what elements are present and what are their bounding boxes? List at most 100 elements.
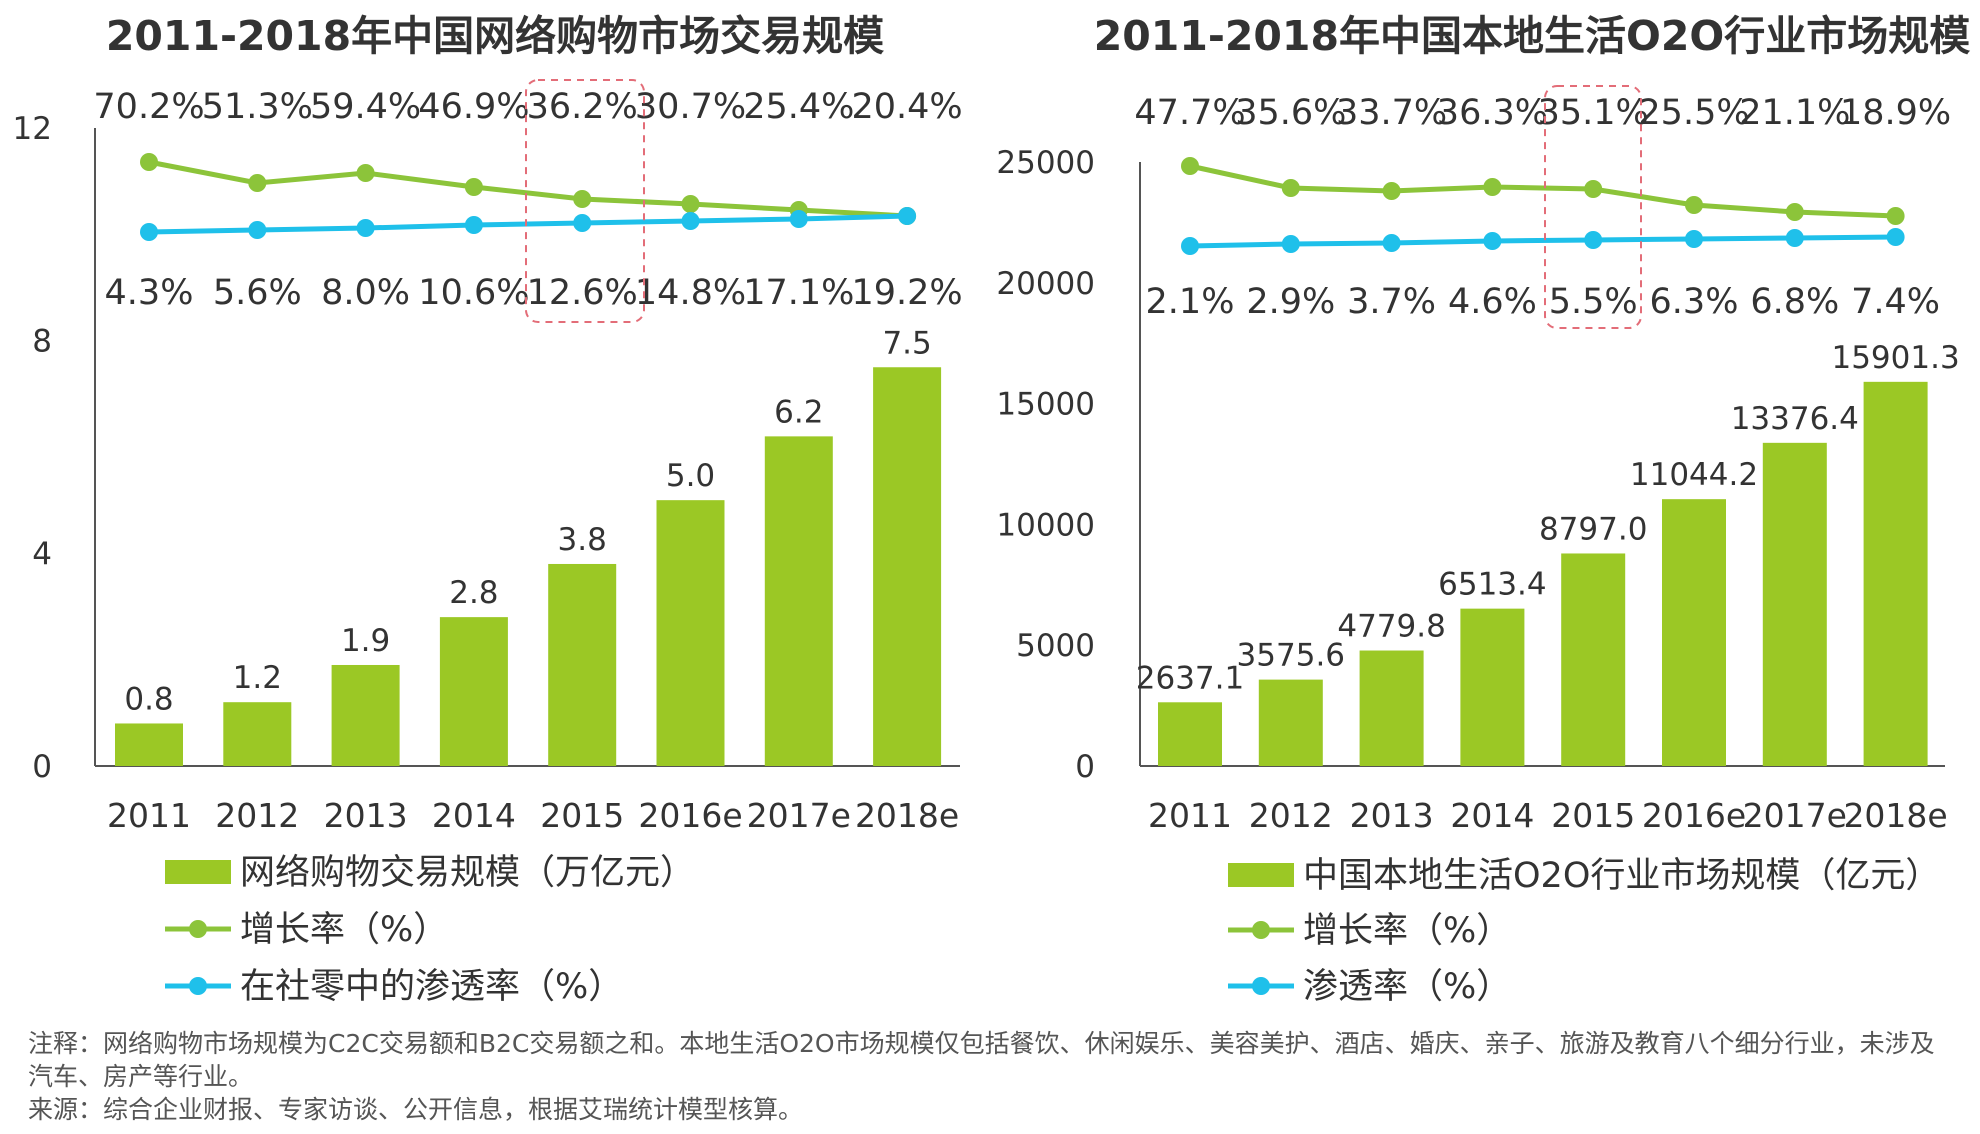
- growth-point: [464, 178, 483, 196]
- x-tick-label: 2015: [540, 796, 624, 835]
- growth-line: [148, 159, 908, 219]
- penetration-label: 17.1%: [743, 273, 854, 313]
- penetration-point: [248, 221, 267, 239]
- x-tick-label: 2018e: [1843, 796, 1947, 835]
- growth-label: 35.1%: [1538, 93, 1649, 133]
- bar-value-label: 13376.4: [1731, 401, 1859, 437]
- penetration-label: 4.3%: [105, 273, 194, 313]
- chart-title: 2011-2018年中国网络购物市场交易规模: [106, 12, 884, 60]
- penetration-label: 5.5%: [1549, 282, 1638, 322]
- growth-label: 36.2%: [527, 87, 638, 127]
- growth-point: [1281, 179, 1300, 197]
- x-tick-label: 2013: [1350, 796, 1434, 835]
- bar: [331, 664, 400, 766]
- chart-2: 2011-2018年中国本地生活O2O行业市场规模 0 5000 10000 15000…: [996, 12, 1970, 1007]
- x-tick-label: 2014: [1450, 796, 1534, 835]
- chart-1: 2011-2018年中国网络购物市场交易规模 0 4 8 12 0.8 2011 1.2 201…: [13, 12, 963, 1007]
- penetration-label: 10.6%: [418, 273, 529, 313]
- y-tick-label: 10000: [996, 507, 1095, 543]
- penetration-label: 2.9%: [1246, 282, 1335, 322]
- growth-point: [1584, 180, 1603, 198]
- growth-point: [1886, 207, 1905, 225]
- penetration-point: [1281, 235, 1300, 253]
- bar-value-label: 0.8: [124, 681, 173, 717]
- bar: [1158, 702, 1222, 766]
- growth-label: 25.4%: [743, 87, 854, 127]
- footnotes: 注释：网络购物市场规模为C2C交易额和B2C交易额之和。本地生活O2O市场规模仅…: [28, 1027, 1958, 1126]
- growth-label: 70.2%: [93, 87, 204, 127]
- x-tick-label: 2016e: [638, 796, 742, 835]
- x-tick-label: 2014: [432, 796, 516, 835]
- growth-label: 47.7%: [1134, 93, 1245, 133]
- y-tick-label: 0: [32, 749, 52, 785]
- legend-label: 在社零中的渗透率（%）: [240, 967, 623, 1007]
- growth-point: [1785, 203, 1804, 221]
- y-tick-label: 25000: [996, 145, 1095, 181]
- legend-label: 网络购物交易规模（万亿元）: [240, 853, 695, 893]
- bar: [1561, 553, 1626, 766]
- growth-label: 25.5%: [1638, 93, 1749, 133]
- bar-value-label: 1.9: [341, 623, 390, 659]
- penetration-point: [898, 207, 917, 225]
- growth-label: 59.4%: [310, 87, 421, 127]
- growth-label: 51.3%: [202, 87, 313, 127]
- legend-bar-swatch: [165, 860, 231, 884]
- penetration-label: 19.2%: [852, 273, 963, 313]
- highlight-box: [525, 79, 645, 323]
- x-tick-label: 2011: [107, 796, 191, 835]
- y-tick-label: 8: [32, 324, 52, 360]
- legend-growth-dot: [189, 920, 207, 938]
- growth-point: [356, 164, 375, 182]
- note-text: 注释：网络购物市场规模为C2C交易额和B2C交易额之和。本地生活O2O市场规模仅…: [28, 1029, 1935, 1091]
- penetration-label: 8.0%: [321, 273, 410, 313]
- penetration-point: [789, 210, 808, 228]
- penetration-point: [1785, 229, 1804, 247]
- growth-label: 33.7%: [1336, 93, 1447, 133]
- legend-growth-dot: [1252, 921, 1270, 939]
- growth-line: [1189, 163, 1896, 219]
- x-tick-label: 2012: [215, 796, 299, 835]
- growth-point: [1483, 178, 1502, 196]
- penetration-label: 3.7%: [1347, 282, 1436, 322]
- bar: [115, 723, 183, 766]
- bar: [873, 367, 942, 766]
- penetration-point: [681, 212, 700, 230]
- x-tick-label: 2018e: [855, 796, 959, 835]
- penetration-point: [1685, 230, 1703, 248]
- bar-value-label: 2.8: [449, 575, 498, 611]
- penetration-point: [1584, 231, 1603, 249]
- bar-value-label: 2637.1: [1136, 660, 1244, 696]
- penetration-label: 6.3%: [1650, 282, 1739, 322]
- growth-label: 36.3%: [1437, 93, 1548, 133]
- bar: [1258, 679, 1323, 766]
- penetration-label: 5.6%: [213, 273, 302, 313]
- bar-value-label: 3575.6: [1237, 638, 1345, 674]
- y-tick-label: 15000: [996, 387, 1095, 423]
- bar: [1359, 650, 1424, 766]
- bar: [1662, 499, 1726, 766]
- bar-value-label: 1.2: [233, 660, 282, 696]
- x-tick-label: 2017e: [1743, 796, 1847, 835]
- growth-point: [248, 174, 267, 192]
- x-tick-label: 2011: [1148, 796, 1232, 835]
- bar-value-label: 4779.8: [1337, 609, 1445, 645]
- growth-point: [1382, 182, 1401, 200]
- x-tick-label: 2016e: [1642, 796, 1746, 835]
- x-tick-label: 2013: [324, 796, 408, 835]
- bar-value-label: 5.0: [666, 458, 715, 494]
- bar-value-label: 11044.2: [1630, 457, 1758, 493]
- penetration-point: [1886, 228, 1905, 246]
- growth-label: 20.4%: [852, 87, 963, 127]
- penetration-line: [1189, 234, 1896, 249]
- growth-label: 18.9%: [1840, 93, 1951, 133]
- penetration-line: [148, 213, 908, 235]
- penetration-label: 7.4%: [1851, 282, 1940, 322]
- bar: [656, 500, 725, 766]
- bar: [1762, 442, 1827, 766]
- penetration-point: [1181, 237, 1199, 255]
- y-tick-label: 4: [32, 536, 52, 572]
- penetration-label: 12.6%: [527, 273, 638, 313]
- penetration-point: [356, 219, 375, 237]
- penetration-label: 2.1%: [1146, 282, 1235, 322]
